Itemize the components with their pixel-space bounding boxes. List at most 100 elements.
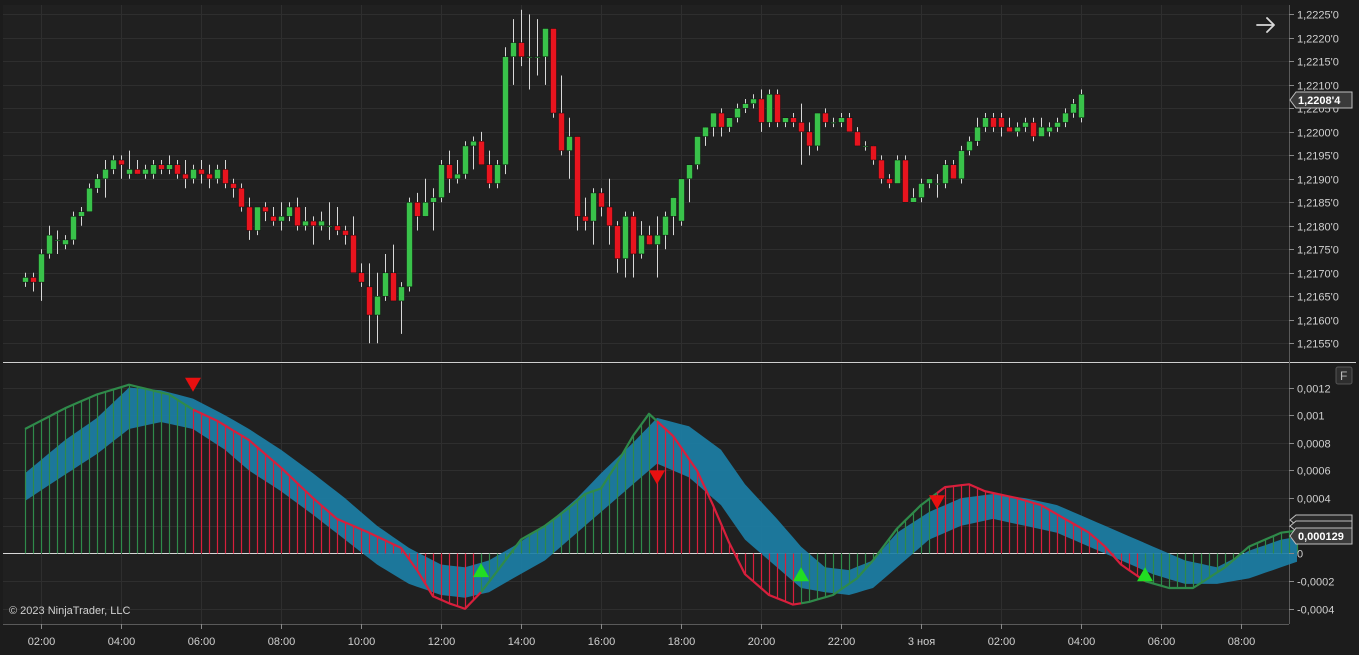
time-tick-label: 18:00 bbox=[668, 636, 696, 648]
f-button[interactable]: F bbox=[1335, 366, 1353, 385]
time-tick-label: 02:00 bbox=[28, 636, 56, 648]
candle-bull bbox=[422, 202, 429, 217]
price-tick-label: 1,2165'0 bbox=[1297, 292, 1339, 304]
candle-bear bbox=[902, 159, 909, 203]
candle-bear bbox=[30, 277, 37, 283]
time-axis-labels: 02:00 04:00 06:00 08:00 10:00 12:00 14:00 16:00… bbox=[28, 624, 1256, 648]
nav-arrow-button[interactable] bbox=[1252, 13, 1278, 37]
f-button-label[interactable]: F bbox=[1340, 369, 1347, 383]
arrow-right-icon[interactable] bbox=[1256, 17, 1275, 33]
candle-bear bbox=[798, 122, 805, 133]
candle-bull bbox=[622, 216, 629, 259]
candle-bull bbox=[942, 164, 949, 184]
candle-bull bbox=[934, 183, 941, 185]
price-tick-label: 1,2175'0 bbox=[1297, 245, 1339, 257]
histogram-series bbox=[24, 384, 1299, 609]
price-tick-label: 1,2170'0 bbox=[1297, 269, 1339, 281]
time-tick-label: 12:00 bbox=[428, 636, 456, 648]
price-tick-label: 1,2190'0 bbox=[1297, 175, 1339, 187]
candle-bear bbox=[598, 192, 605, 208]
candle-bull bbox=[454, 173, 461, 180]
candle-bear bbox=[614, 225, 621, 259]
candle-bear bbox=[878, 159, 885, 180]
oscillator-axis-labels: 0,00120,0010,00080,00060,00040,00020-0,0… bbox=[1289, 384, 1334, 617]
candle-bull bbox=[638, 234, 645, 255]
price-tick-label: 1,2220'0 bbox=[1297, 34, 1339, 46]
candle-bear bbox=[886, 178, 893, 184]
sell-signal-marker bbox=[185, 377, 201, 392]
price-panel[interactable] bbox=[3, 5, 1289, 362]
time-tick-label: 08:00 bbox=[268, 636, 296, 648]
candle-bull bbox=[62, 239, 69, 245]
time-tick-label: 04:00 bbox=[108, 636, 136, 648]
f-button-box[interactable] bbox=[1335, 366, 1353, 385]
time-tick-label: 08:00 bbox=[1228, 636, 1256, 648]
candle-bear bbox=[550, 28, 557, 114]
candle-bull bbox=[214, 169, 221, 180]
candle-bull bbox=[542, 28, 549, 57]
sell-signal-marker bbox=[929, 495, 945, 510]
price-tick-label: 1,2185'0 bbox=[1297, 198, 1339, 210]
macd-line-segment bbox=[656, 420, 802, 606]
candle-bull bbox=[302, 220, 309, 227]
time-tick-label: 22:00 bbox=[828, 636, 856, 648]
candle-bull bbox=[750, 98, 757, 104]
candle-bear bbox=[558, 112, 565, 151]
candle-bear bbox=[262, 206, 269, 212]
candle-bear bbox=[446, 164, 453, 180]
price-tick-label: 1,2200'0 bbox=[1297, 128, 1339, 140]
candle-bear bbox=[870, 145, 877, 161]
price-axis-labels: 1,2225'01,2220'01,2215'01,2210'01,2205'0… bbox=[1289, 10, 1339, 351]
candle-bull bbox=[70, 216, 77, 241]
candle-bull bbox=[462, 145, 469, 175]
candle-bull bbox=[494, 164, 501, 184]
candle-bull bbox=[534, 56, 541, 58]
candle-bull bbox=[694, 136, 701, 165]
candle-bear bbox=[758, 98, 765, 123]
candle-bear bbox=[718, 112, 725, 128]
candle-bull bbox=[470, 140, 477, 147]
candle-bull bbox=[1022, 122, 1029, 128]
candle-bull bbox=[38, 253, 45, 283]
candle-bull bbox=[166, 164, 173, 170]
candle-bear bbox=[366, 286, 373, 316]
candle-bull bbox=[702, 126, 709, 137]
candle-bear bbox=[158, 164, 165, 170]
candle-bull bbox=[734, 108, 741, 118]
candle-bull bbox=[318, 220, 325, 227]
candle-bear bbox=[990, 117, 997, 128]
candle-bull bbox=[918, 183, 925, 198]
candle-bull bbox=[430, 197, 437, 203]
candle-bull bbox=[1046, 126, 1053, 133]
osc-tick-label: -0,0004 bbox=[1297, 605, 1334, 617]
osc-tick-label: 0,0008 bbox=[1297, 439, 1331, 451]
macd-line-segment bbox=[480, 412, 658, 593]
time-tick-label: 16:00 bbox=[588, 636, 616, 648]
candle-bear bbox=[414, 202, 421, 217]
candle-bear bbox=[854, 131, 861, 147]
candle-bull bbox=[78, 211, 85, 217]
macd-line-segment bbox=[936, 483, 1146, 583]
price-tag-label: 1,2208'4 bbox=[1298, 95, 1341, 107]
candle-bull bbox=[726, 117, 733, 128]
candle-bear bbox=[774, 94, 781, 123]
candle-bull bbox=[894, 159, 901, 184]
candle-bull bbox=[286, 206, 293, 217]
candle-bear bbox=[182, 173, 189, 180]
candle-bull bbox=[54, 239, 61, 242]
oscillator-tags: 0,000129 bbox=[1289, 514, 1353, 545]
candle-bear bbox=[222, 169, 229, 184]
candle-bear bbox=[390, 272, 397, 302]
candle-bull bbox=[1038, 126, 1045, 137]
candle-bull bbox=[502, 56, 509, 165]
buy-signal-marker bbox=[793, 567, 809, 582]
candle-bull bbox=[958, 150, 965, 180]
time-tick-label: 04:00 bbox=[1068, 636, 1096, 648]
candle-bear bbox=[246, 206, 253, 231]
candle-bear bbox=[518, 42, 525, 57]
time-tick-label: 20:00 bbox=[748, 636, 776, 648]
candle-bull bbox=[94, 178, 101, 189]
candle-bull bbox=[710, 112, 717, 128]
candle-bull bbox=[910, 197, 917, 203]
